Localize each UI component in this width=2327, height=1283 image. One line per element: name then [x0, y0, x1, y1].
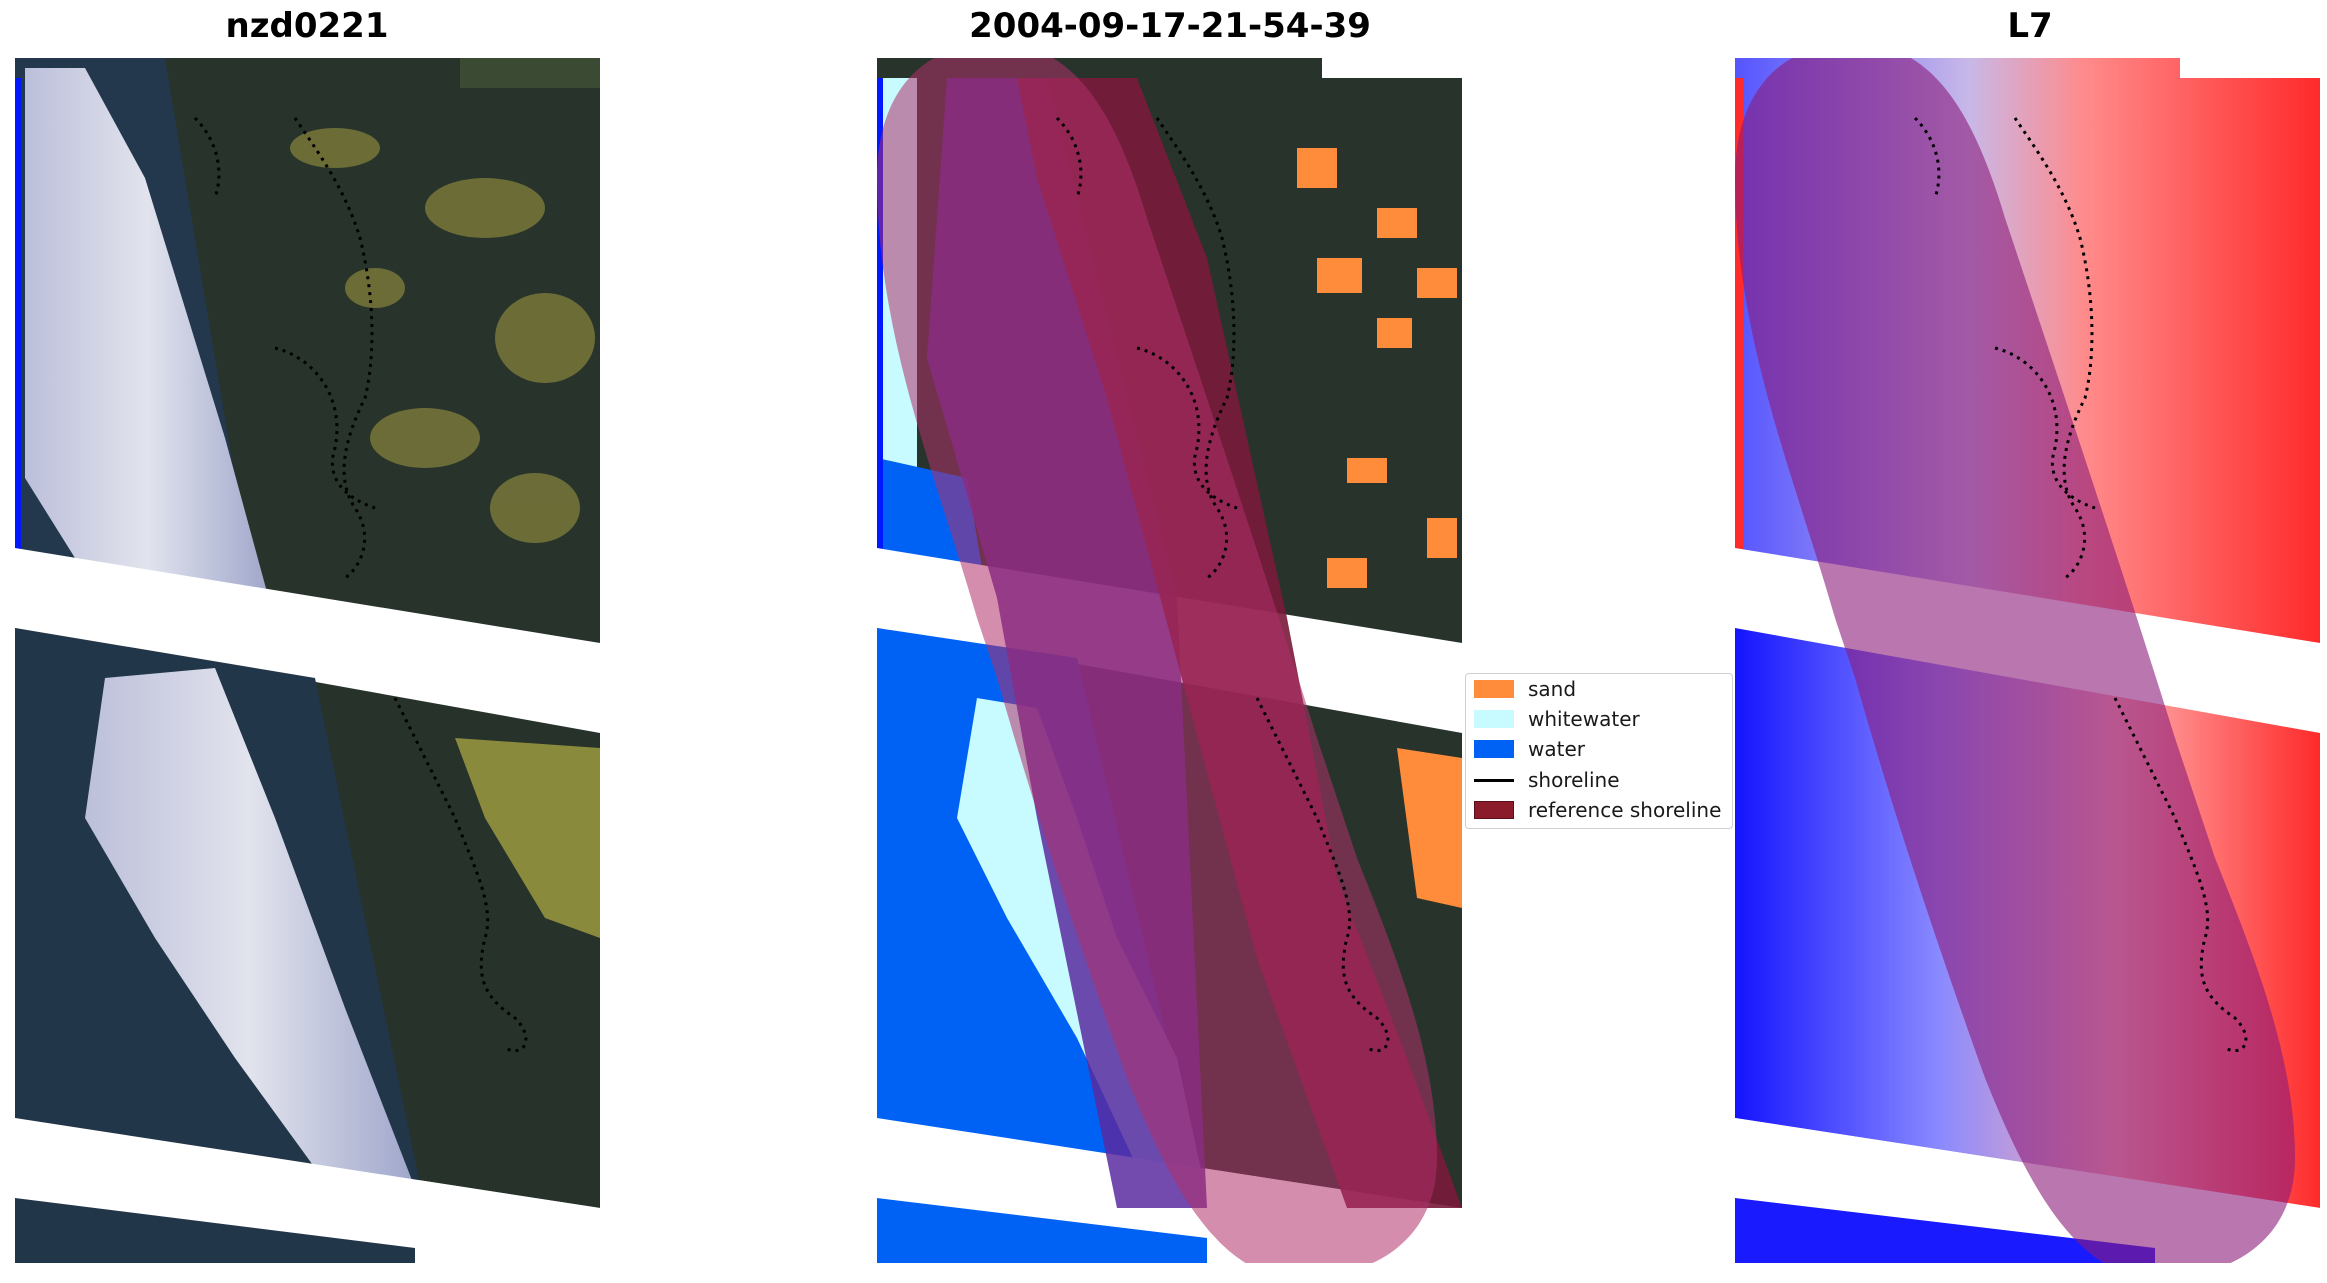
rgb-image-panel — [15, 58, 600, 1263]
panel-title-index-text: L7 — [2007, 6, 2053, 46]
rgb-olive-mid — [455, 738, 600, 938]
classified-image-panel — [877, 58, 1462, 1263]
cls-edge-strip — [877, 78, 883, 598]
rgb-corner-patch — [460, 58, 600, 88]
legend-swatch-sand — [1474, 680, 1514, 698]
cls-shoreline — [1055, 116, 1390, 1053]
rgb-shoreline — [193, 116, 528, 1053]
idx-bottom — [1735, 1198, 2155, 1263]
legend-label-sand: sand — [1528, 677, 1577, 701]
legend-item-whitewater: whitewater — [1474, 704, 1640, 734]
legend-label-whitewater: whitewater — [1528, 707, 1640, 731]
legend-label-reference-shoreline: reference shoreline — [1528, 798, 1722, 822]
classified-image — [877, 58, 1462, 1263]
legend-item-sand: sand — [1474, 674, 1576, 704]
cls-buffer-overlay — [877, 58, 1437, 1263]
legend-item-reference-shoreline: reference shoreline — [1474, 795, 1721, 825]
idx-edge-strip — [1735, 78, 1743, 598]
legend-line-shoreline — [1474, 778, 1514, 782]
legend-label-shoreline: shoreline — [1528, 768, 1620, 792]
rgb-cloud-top — [25, 68, 270, 603]
legend-item-shoreline: shoreline — [1474, 765, 1620, 795]
rgb-edge-strip — [15, 78, 21, 578]
rgb-gap-1 — [15, 548, 600, 733]
index-image — [1735, 58, 2320, 1263]
legend: sand whitewater water shoreline referenc… — [1465, 673, 1733, 829]
rgb-cloud-mid — [85, 668, 415, 1188]
idx-shoreline — [1913, 116, 2248, 1053]
legend-swatch-reference-shoreline — [1474, 801, 1514, 819]
rgb-gap-2 — [15, 1118, 600, 1263]
cls-water-bottom — [877, 1198, 1207, 1263]
legend-swatch-whitewater — [1474, 710, 1514, 728]
legend-swatch-water — [1474, 740, 1514, 758]
panel-title-rgb-text: nzd0221 — [225, 6, 389, 46]
idx-buffer-overlay — [1735, 58, 2295, 1263]
rgb-image — [15, 58, 600, 1263]
legend-label-water: water — [1528, 737, 1585, 761]
rgb-vegetation-patches — [290, 128, 595, 543]
rgb-land-bottom — [15, 1198, 415, 1263]
cls-sand-mid — [1397, 748, 1462, 908]
cls-sand-patches — [1297, 148, 1457, 588]
panel-title-classified-text: 2004-09-17-21-54-39 — [969, 6, 1371, 46]
index-image-panel — [1735, 58, 2320, 1263]
legend-item-water: water — [1474, 734, 1585, 764]
